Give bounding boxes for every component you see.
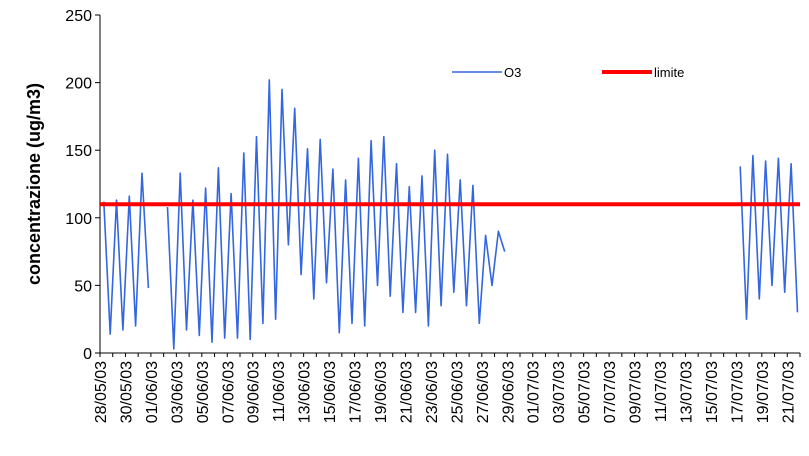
x-tick-label: 09/06/03: [246, 361, 263, 423]
y-tick-label: 200: [65, 76, 92, 93]
y-tick-label: 250: [65, 8, 92, 25]
x-tick-label: 01/06/03: [144, 361, 161, 423]
x-tick-label: 29/06/03: [500, 361, 517, 423]
x-tick-label: 21/07/03: [780, 361, 797, 423]
o3-line-segment: [103, 172, 150, 335]
x-tick-label: 07/06/03: [220, 361, 237, 423]
x-tick-label: 17/07/03: [729, 361, 746, 423]
x-tick-label: 19/07/03: [755, 361, 772, 423]
x-tick-label: 21/06/03: [398, 361, 415, 423]
y-tick-label: 100: [65, 211, 92, 228]
x-tick-label: 07/07/03: [602, 361, 619, 423]
legend-limite-label: limite: [654, 65, 684, 80]
x-tick-label: 13/06/03: [297, 361, 314, 423]
x-tick-label: 01/07/03: [526, 361, 543, 423]
x-tick-label: 15/07/03: [704, 361, 721, 423]
x-tick-label: 05/07/03: [577, 361, 594, 423]
series-o3: [103, 79, 799, 350]
y-tick-label: 0: [83, 346, 92, 363]
legend: O3 limite: [452, 65, 684, 80]
y-axis-title: concentrazione (ug/m3): [24, 83, 44, 285]
y-tick-label: 50: [74, 278, 92, 295]
x-tick-label: 23/06/03: [424, 361, 441, 423]
x-tick-label: 11/07/03: [653, 361, 670, 422]
x-tick-label: 30/05/03: [118, 361, 135, 423]
x-tick-label: 19/06/03: [373, 361, 390, 423]
legend-o3-label: O3: [504, 65, 521, 80]
x-tick-label: 09/07/03: [628, 361, 645, 423]
x-tick-label: 28/05/03: [93, 361, 110, 423]
x-tick-label: 11/06/03: [271, 361, 288, 422]
o3-line-segment: [166, 79, 506, 350]
x-tick-label: 05/06/03: [195, 361, 212, 423]
x-tick-label: 27/06/03: [475, 361, 492, 423]
x-tick-label: 15/06/03: [322, 361, 339, 423]
x-tick-label: 03/06/03: [169, 361, 186, 423]
o3-line-segment: [739, 154, 799, 321]
axes: 0 50 100 150 200 250 concentrazione (ug/m3) 28/…: [24, 8, 801, 423]
x-tick-label: 13/07/03: [678, 361, 695, 423]
x-tick-label: 17/06/03: [348, 361, 365, 423]
x-tick-label: 25/06/03: [449, 361, 466, 423]
x-tick-label: 03/07/03: [551, 361, 568, 423]
y-tick-label: 150: [65, 143, 92, 160]
